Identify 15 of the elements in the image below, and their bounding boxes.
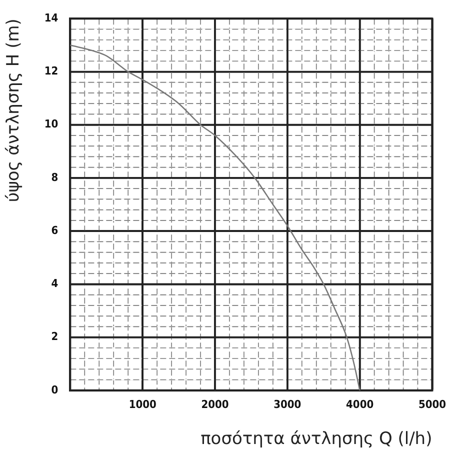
y-tick-label: 10 — [44, 118, 58, 131]
y-tick-label: 14 — [44, 11, 58, 24]
x-tick-label: 1000 — [128, 398, 156, 411]
x-tick-label: 5000 — [418, 398, 446, 411]
x-axis-title: ποσότητα άντλησης Q (l/h) — [200, 429, 432, 450]
x-tick-label: 2000 — [201, 398, 229, 411]
y-axis-title: ύψος άντλησης H (m) — [4, 18, 24, 202]
y-tick-label: 8 — [51, 170, 58, 184]
y-tick-label: 2 — [51, 330, 58, 344]
y-tick-label: 0 — [51, 383, 58, 396]
x-tick-label: 4000 — [346, 398, 374, 411]
y-tick-label: 4 — [51, 277, 58, 290]
y-tick-label: 6 — [51, 224, 58, 237]
x-tick-label: 3000 — [274, 398, 302, 411]
y-tick-label: 12 — [44, 64, 58, 78]
